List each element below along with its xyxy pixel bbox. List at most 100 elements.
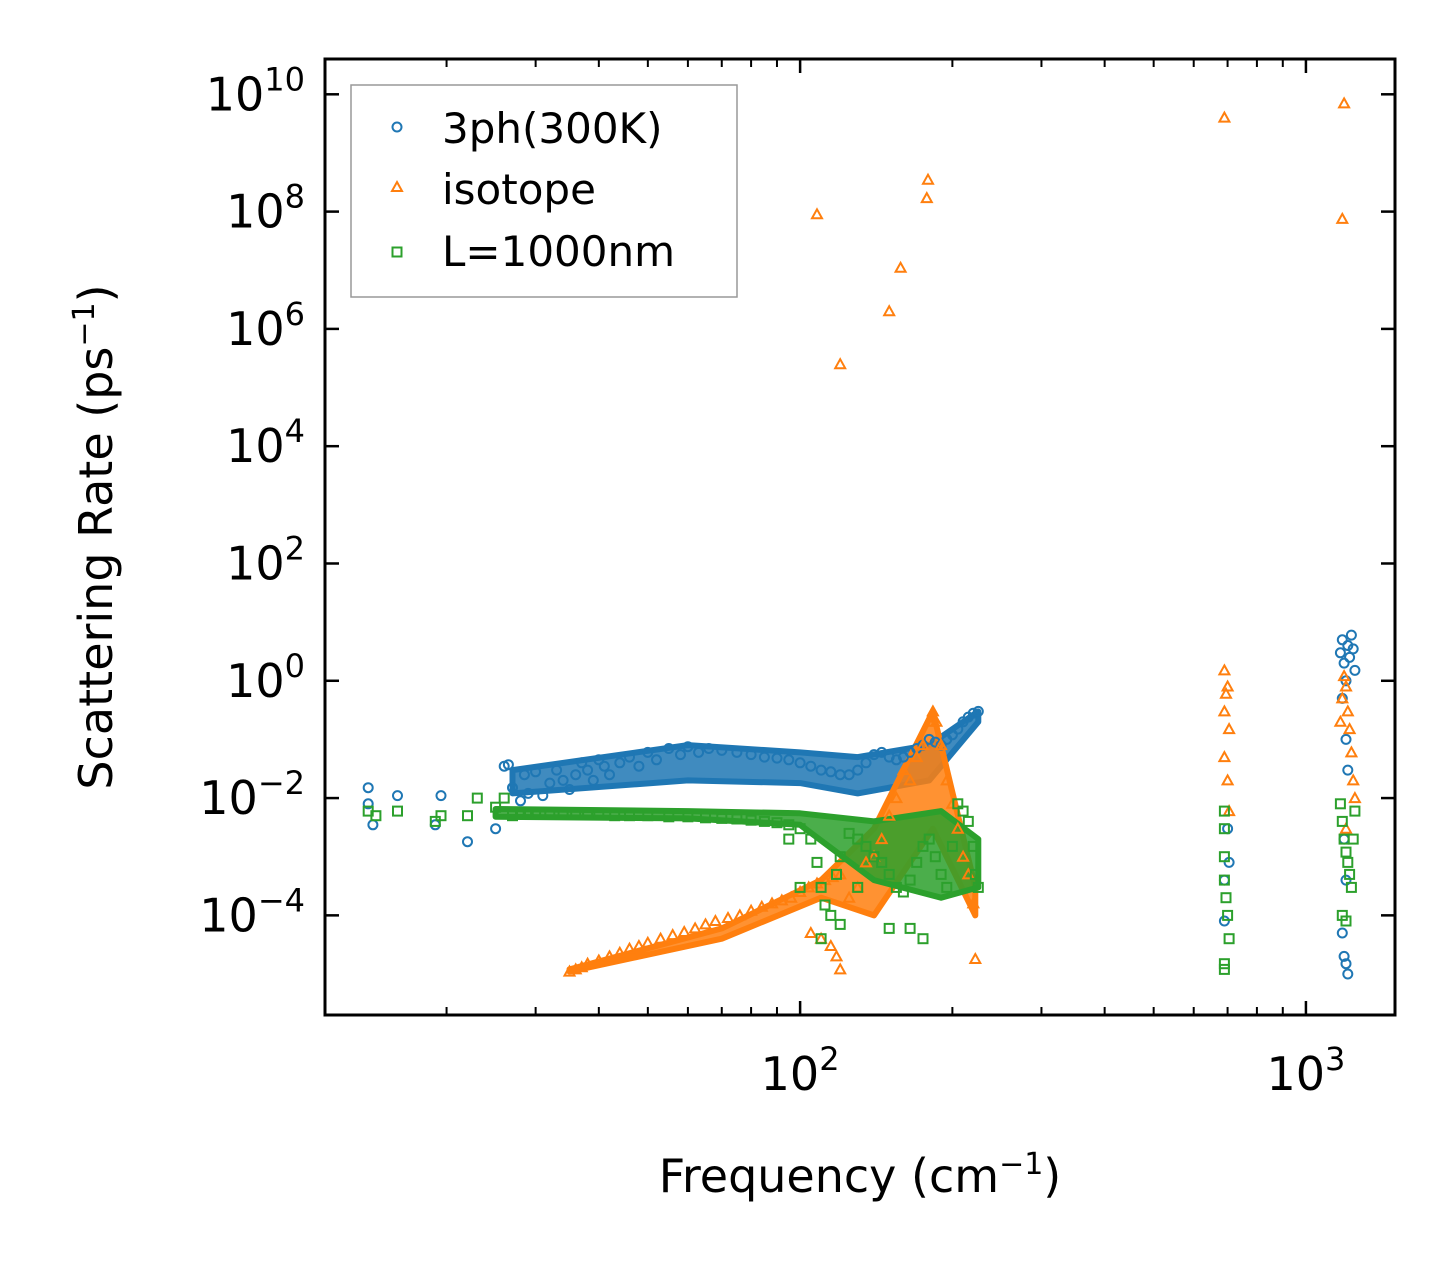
data-point-square — [883, 868, 895, 880]
data-point-triangle — [968, 951, 982, 964]
data-point-circle — [576, 757, 588, 769]
data-point-square — [522, 807, 534, 819]
data-point-circle — [1338, 950, 1350, 962]
data-point-square — [972, 881, 984, 893]
data-point-circle — [758, 751, 770, 763]
data-point-triangle — [1339, 679, 1353, 692]
data-point-square — [935, 868, 947, 880]
data-point-circle — [1342, 968, 1354, 980]
data-point-triangle — [966, 896, 980, 909]
data-point-triangle — [708, 913, 723, 926]
data-point-triangle — [1337, 669, 1351, 682]
data-point-square — [1340, 915, 1352, 927]
data-point-circle — [642, 746, 654, 758]
data-point-square — [758, 815, 770, 827]
data-point-square — [771, 817, 783, 829]
data-point-square — [435, 810, 447, 822]
data-point-triangle — [784, 890, 798, 903]
data-point-circle — [392, 790, 403, 802]
data-point-square — [462, 810, 473, 822]
data-point-square — [700, 812, 711, 824]
data-point-square — [860, 840, 872, 852]
data-point-square — [815, 933, 827, 945]
data-point-circle — [825, 766, 837, 778]
data-point-triangle — [882, 808, 896, 821]
data-point-triangle — [1344, 745, 1359, 758]
data-point-square — [1218, 851, 1230, 863]
y-tick-label: 1010 — [206, 60, 305, 121]
legend-label-3ph: 3ph(300K) — [442, 104, 662, 153]
data-point-triangle — [580, 956, 595, 969]
data-point-square — [1218, 963, 1230, 975]
data-point-square — [582, 807, 594, 819]
data-point-triangle — [1341, 704, 1355, 717]
data-point-square — [1349, 805, 1361, 817]
data-point-square — [969, 868, 981, 880]
data-point-circle — [663, 743, 675, 754]
data-point-triangle — [910, 750, 924, 763]
data-point-circle — [633, 760, 645, 772]
data-point-triangle — [916, 738, 930, 751]
data-point-square — [1345, 881, 1357, 893]
data-point-circle — [972, 705, 984, 717]
legend-box — [350, 84, 738, 298]
data-point-circle — [1336, 927, 1348, 939]
data-point-square — [1336, 815, 1348, 827]
data-point-circle — [462, 836, 473, 848]
data-point-square — [515, 807, 526, 819]
data-point-triangle — [602, 949, 617, 962]
data-point-square — [471, 792, 483, 804]
data-point-triangle — [889, 791, 904, 804]
data-point-circle — [783, 754, 795, 766]
data-point-square — [745, 814, 757, 826]
data-point-circle — [537, 790, 549, 802]
data-point-circle — [1347, 643, 1359, 655]
data-point-circle — [651, 754, 662, 766]
data-point-triangle — [1333, 714, 1348, 727]
y-tick-label: 108 — [226, 178, 305, 239]
data-point-triangle — [1217, 663, 1232, 676]
data-point-triangle — [920, 191, 934, 204]
data-point-square — [490, 801, 502, 813]
data-point-circle — [890, 754, 902, 766]
data-point-triangle — [951, 821, 965, 834]
data-point-triangle — [1348, 791, 1362, 804]
data-point-triangle — [775, 893, 789, 906]
y-tick-label: 106 — [226, 295, 305, 356]
data-point-square — [805, 833, 817, 845]
y-tick-label: 102 — [226, 529, 305, 590]
data-point-circle — [703, 743, 715, 754]
data-point-triangle — [744, 903, 758, 916]
data-point-square — [923, 833, 935, 845]
data-point-square — [1347, 833, 1359, 845]
data-point-square — [1342, 856, 1354, 868]
data-point-circle — [1334, 647, 1346, 659]
data-point-square — [557, 807, 569, 819]
data-point-square — [834, 918, 846, 930]
data-point-circle — [582, 764, 594, 776]
data-point-square — [904, 874, 916, 886]
data-point-square — [917, 840, 929, 852]
data-point-circle — [1336, 634, 1348, 646]
legend-marker-isotope — [390, 179, 404, 192]
data-point-triangle — [677, 924, 691, 937]
data-point-triangle — [829, 949, 844, 962]
data-point-square — [815, 881, 827, 893]
data-point-circle — [551, 764, 563, 776]
data-point-circle — [1218, 915, 1230, 927]
data-point-circle — [1342, 640, 1354, 651]
data-point-triangle — [755, 899, 769, 912]
data-point-circle — [794, 757, 806, 769]
legend: 3ph(300K) isotope L=1000nm — [350, 84, 738, 298]
data-point-circle — [1342, 764, 1354, 776]
data-point-circle — [682, 741, 694, 753]
y-axis-label-sup: −1 — [67, 302, 102, 346]
data-point-triangle — [1217, 750, 1232, 763]
x-tick-label: 103 — [1266, 1040, 1345, 1101]
data-point-triangle — [592, 953, 606, 966]
data-point-triangle — [1335, 211, 1349, 224]
data-point-circle — [544, 777, 556, 789]
data-point-square — [570, 807, 582, 819]
data-point-circle — [860, 757, 872, 769]
data-point-triangle — [733, 908, 747, 921]
